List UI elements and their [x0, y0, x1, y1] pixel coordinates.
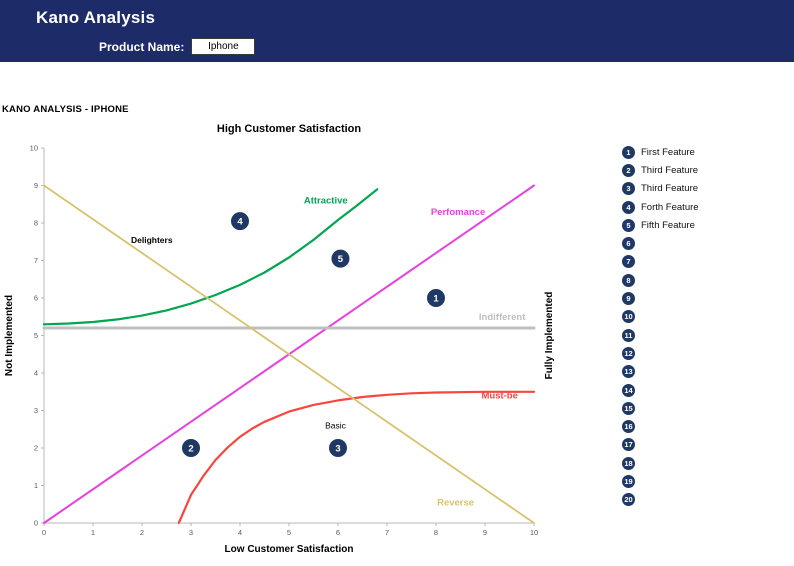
legend-marker-19: 19 — [622, 474, 635, 488]
legend-marker-6: 6 — [622, 237, 635, 251]
y-axis-title-right: Fully Implemented — [544, 292, 555, 380]
series-label-performance: Perfomance — [431, 207, 485, 218]
legend-marker-9: 9 — [622, 292, 635, 306]
y-tick-label: 4 — [34, 369, 38, 378]
series-reverse — [43, 184, 535, 524]
app-header: Kano Analysis Product Name: — [0, 0, 794, 62]
legend-item-15: 15 — [622, 399, 699, 417]
y-tick-label: 9 — [34, 181, 38, 190]
legend-item-7: 7 — [622, 253, 699, 271]
chart-marker-4 — [231, 212, 249, 231]
legend-item-9: 9 — [622, 289, 699, 307]
legend-item-13: 13 — [622, 363, 699, 381]
legend-marker-1: 1 — [622, 145, 635, 159]
legend-marker-7: 7 — [622, 255, 635, 269]
legend-item-5: 5 Fifth Feature — [622, 216, 699, 234]
x-tick-label: 0 — [42, 528, 46, 537]
chart-marker-3 — [329, 439, 347, 457]
legend-item-17: 17 — [622, 436, 699, 454]
legend-marker-20: 20 — [622, 493, 635, 507]
x-tick-label: 10 — [530, 528, 538, 537]
legend-label-3: Third Feature — [641, 183, 699, 195]
legend-item-6: 6 — [622, 234, 699, 252]
x-axis-title: Low Customer Satisfaction — [225, 544, 354, 555]
legend-marker-18: 18 — [622, 456, 635, 470]
x-tick-label: 8 — [434, 528, 438, 537]
legend-item-12: 12 — [622, 344, 699, 362]
chart-marker-2 — [182, 439, 200, 457]
x-tick-label: 7 — [385, 528, 389, 537]
y-tick-label: 2 — [34, 444, 38, 453]
legend-item-19: 19 — [622, 472, 699, 490]
y-tick-label: 7 — [34, 256, 38, 265]
y-tick-label: 0 — [34, 519, 38, 528]
legend-marker-11: 11 — [622, 328, 635, 342]
series-attractive — [42, 188, 379, 326]
legend-marker-4: 4 — [622, 200, 635, 214]
legend-item-16: 16 — [622, 417, 699, 435]
x-tick-label: 3 — [189, 528, 193, 537]
legend-item-1: 1 First Feature — [622, 143, 699, 161]
legend-item-20: 20 — [622, 491, 699, 509]
series-label-attractive: Attractive — [304, 196, 348, 207]
y-tick-label: 3 — [34, 406, 38, 415]
series-label-must-be: Must-be — [481, 391, 517, 402]
legend-marker-15: 15 — [622, 401, 635, 415]
y-tick-label: 6 — [34, 294, 38, 303]
legend-marker-12: 12 — [622, 346, 635, 360]
chart-marker-label-1: 1 — [433, 293, 439, 304]
legend-label-4: Forth Feature — [641, 201, 699, 213]
chart-marker-label-4: 4 — [237, 217, 243, 228]
legend-item-2: 2 Third Feature — [622, 161, 699, 179]
x-tick-label: 2 — [140, 528, 144, 537]
product-name-label: Product Name: — [99, 39, 185, 54]
series-label-indifferent: Indifferent — [479, 312, 526, 323]
legend-item-4: 4 Forth Feature — [622, 198, 699, 216]
annotation-basic: Basic — [325, 421, 347, 431]
kano-chart: 0 1 2 3 4 5 6 7 8 9 10 0 1 2 3 4 5 6 7 8 9 10 Attractive Perfom… — [4, 123, 555, 555]
chart-title: High Customer Satisfaction — [217, 123, 362, 135]
section-title: KANO ANALYSIS - IPHONE — [2, 104, 129, 115]
x-tick-label: 9 — [483, 528, 487, 537]
legend-item-8: 8 — [622, 271, 699, 289]
legend-label-1: First Feature — [641, 146, 695, 158]
feature-legend: 1 First Feature 2 Third Feature 3 Third Featu… — [622, 143, 699, 509]
legend-item-14: 14 — [622, 381, 699, 399]
legend-marker-13: 13 — [622, 365, 635, 379]
chart-marker-1 — [427, 289, 445, 307]
chart-marker-label-5: 5 — [338, 254, 344, 265]
legend-label-5: Fifth Feature — [641, 219, 695, 231]
legend-marker-3: 3 — [622, 182, 635, 196]
y-tick-label: 5 — [34, 331, 38, 340]
chart-marker-5 — [331, 249, 350, 268]
legend-item-10: 10 — [622, 308, 699, 326]
legend-marker-17: 17 — [622, 438, 635, 452]
legend-marker-2: 2 — [622, 163, 635, 177]
app-title: Kano Analysis — [36, 8, 156, 27]
legend-item-18: 18 — [622, 454, 699, 472]
x-tick-label: 1 — [91, 528, 95, 537]
product-name-input[interactable] — [191, 38, 256, 55]
legend-item-11: 11 — [622, 326, 699, 344]
x-tick-label: 5 — [287, 528, 291, 537]
legend-label-2: Third Feature — [641, 164, 699, 176]
legend-marker-16: 16 — [622, 420, 635, 434]
y-tick-label: 8 — [34, 219, 38, 228]
y-tick-label: 1 — [34, 481, 38, 490]
annotation-delighters: Delighters — [131, 235, 173, 245]
legend-marker-14: 14 — [622, 383, 635, 397]
chart-marker-label-3: 3 — [335, 443, 340, 454]
x-tick-label: 6 — [336, 528, 340, 537]
y-tick-label: 10 — [30, 144, 38, 153]
series-label-reverse: Reverse — [437, 497, 474, 508]
legend-marker-10: 10 — [622, 310, 635, 324]
series-must-be — [177, 390, 536, 525]
chart-marker-label-2: 2 — [188, 443, 193, 454]
legend-marker-8: 8 — [622, 273, 635, 287]
product-row: Product Name: — [99, 38, 256, 55]
legend-marker-5: 5 — [622, 218, 635, 232]
legend-item-3: 3 Third Feature — [622, 180, 699, 198]
y-axis-title-left: Not Implemented — [4, 295, 15, 376]
x-tick-label: 4 — [238, 528, 242, 537]
